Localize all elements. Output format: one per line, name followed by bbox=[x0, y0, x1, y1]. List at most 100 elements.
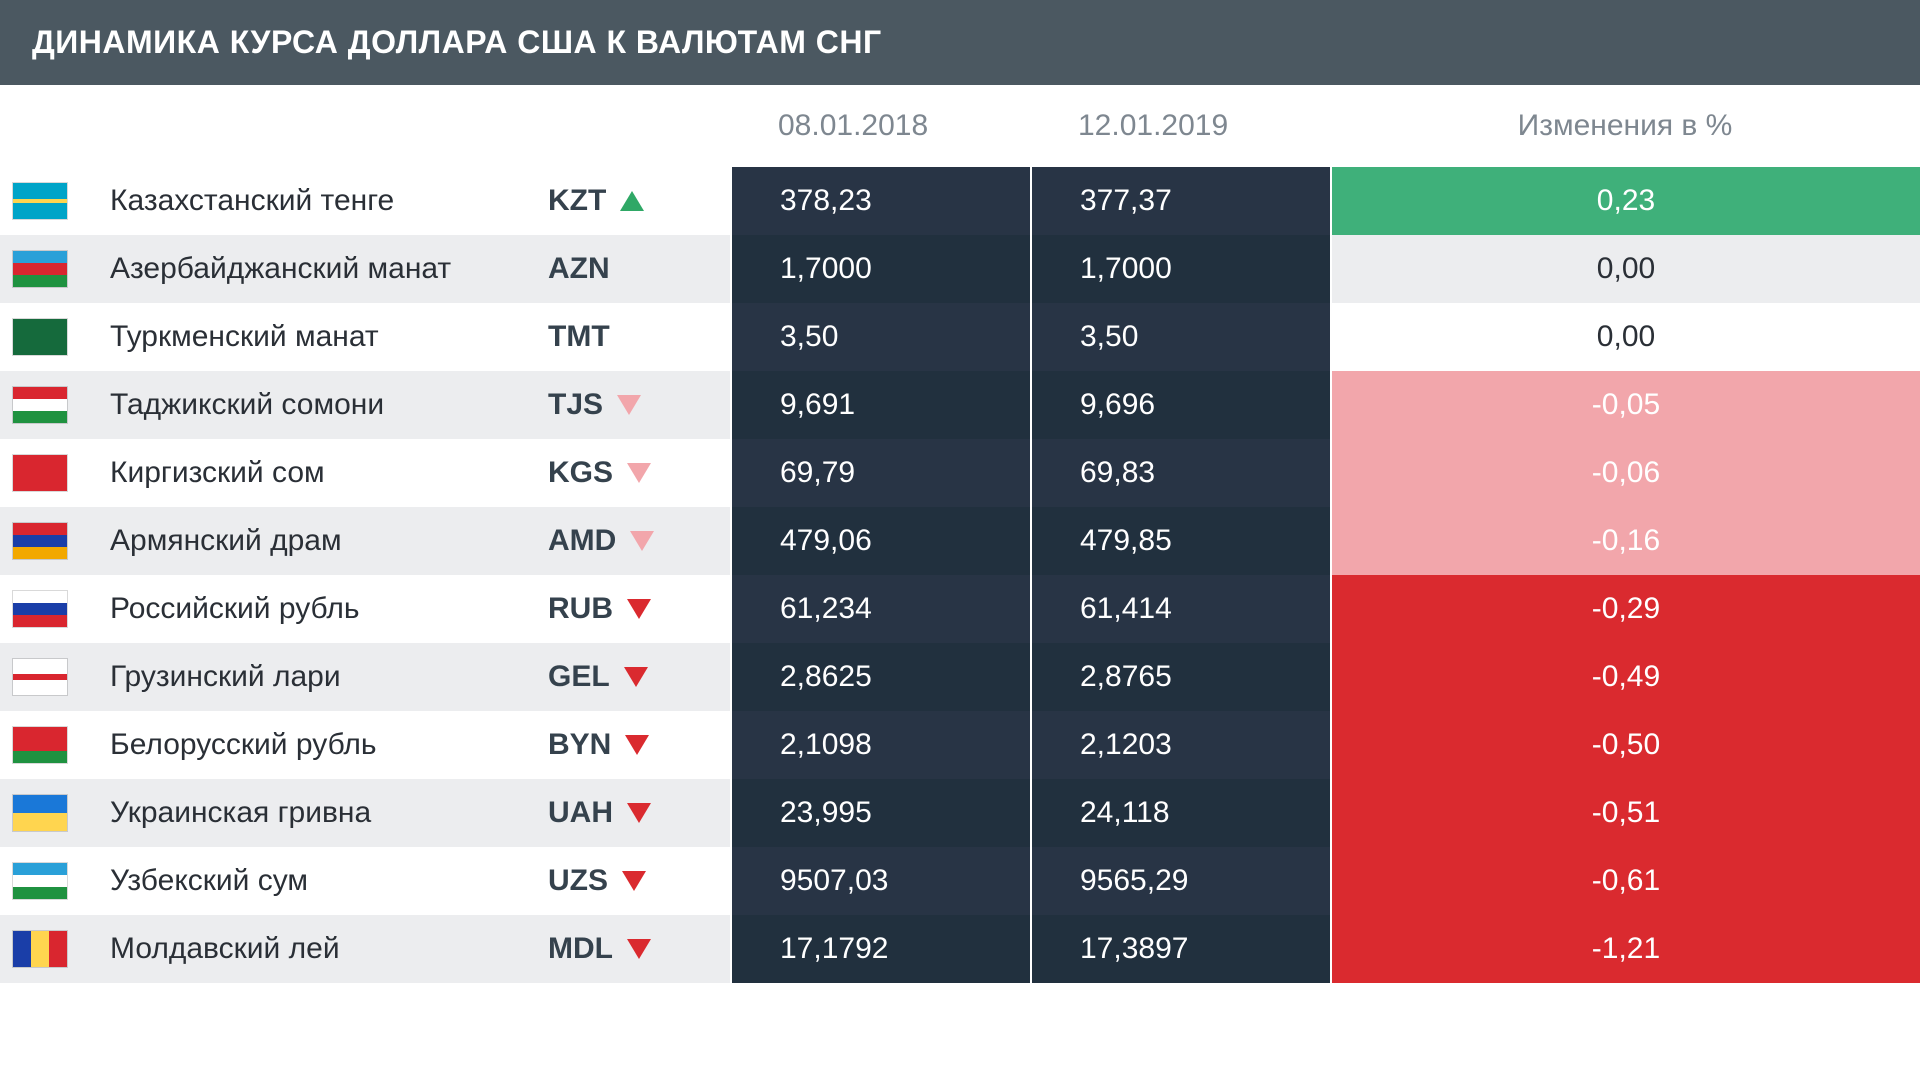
currency-name: Таджикский сомони bbox=[80, 371, 540, 439]
flag-cell bbox=[0, 167, 80, 235]
header-change: Изменения в % bbox=[1330, 109, 1920, 143]
table-row: Российский рубльRUB61,23461,414-0,29 bbox=[0, 575, 1920, 643]
flag-cell bbox=[0, 439, 80, 507]
value-date1: 1,7000 bbox=[730, 235, 1030, 303]
table-row: Армянский драмAMD479,06479,85-0,16 bbox=[0, 507, 1920, 575]
arrow-up-icon bbox=[620, 191, 644, 211]
value-date1: 2,1098 bbox=[730, 711, 1030, 779]
currency-code: RUB bbox=[548, 592, 613, 626]
change-percent: -0,49 bbox=[1330, 643, 1920, 711]
value-date1: 3,50 bbox=[730, 303, 1030, 371]
value-date1: 17,1792 bbox=[730, 915, 1030, 983]
flag-icon bbox=[12, 930, 68, 968]
currency-code: UAH bbox=[548, 796, 613, 830]
value-date1: 9507,03 bbox=[730, 847, 1030, 915]
flag-icon bbox=[12, 590, 68, 628]
currency-name: Туркменский манат bbox=[80, 303, 540, 371]
currency-code: KGS bbox=[548, 456, 613, 490]
flag-cell bbox=[0, 779, 80, 847]
currency-code: GEL bbox=[548, 660, 610, 694]
currency-code-cell: KGS bbox=[540, 439, 730, 507]
currency-code-cell: TMT bbox=[540, 303, 730, 371]
value-date2: 479,85 bbox=[1030, 507, 1330, 575]
currency-code: TMT bbox=[548, 320, 610, 354]
change-percent: -0,29 bbox=[1330, 575, 1920, 643]
value-date2: 17,3897 bbox=[1030, 915, 1330, 983]
value-date2: 2,1203 bbox=[1030, 711, 1330, 779]
value-date2: 9,696 bbox=[1030, 371, 1330, 439]
table-row: Туркменский манатTMT3,503,500,00 bbox=[0, 303, 1920, 371]
table-row: Украинская гривнаUAH23,99524,118-0,51 bbox=[0, 779, 1920, 847]
change-percent: -0,51 bbox=[1330, 779, 1920, 847]
value-date2: 2,8765 bbox=[1030, 643, 1330, 711]
value-date1: 61,234 bbox=[730, 575, 1030, 643]
currency-code: KZT bbox=[548, 184, 606, 218]
header-date1: 08.01.2018 bbox=[730, 109, 1030, 143]
arrow-down-icon bbox=[630, 531, 654, 551]
currency-code-cell: TJS bbox=[540, 371, 730, 439]
change-percent: -0,05 bbox=[1330, 371, 1920, 439]
currency-code-cell: RUB bbox=[540, 575, 730, 643]
arrow-down-icon bbox=[622, 871, 646, 891]
table-row: Узбекский сумUZS9507,039565,29-0,61 bbox=[0, 847, 1920, 915]
change-percent: 0,00 bbox=[1330, 235, 1920, 303]
value-date2: 24,118 bbox=[1030, 779, 1330, 847]
table-row: Казахстанский тенгеKZT378,23377,370,23 bbox=[0, 167, 1920, 235]
currency-name: Украинская гривна bbox=[80, 779, 540, 847]
page-title: ДИНАМИКА КУРСА ДОЛЛАРА США К ВАЛЮТАМ СНГ bbox=[0, 0, 1920, 85]
value-date2: 9565,29 bbox=[1030, 847, 1330, 915]
arrow-down-icon bbox=[627, 599, 651, 619]
flag-icon bbox=[12, 454, 68, 492]
currency-name: Азербайджанский манат bbox=[80, 235, 540, 303]
value-date2: 3,50 bbox=[1030, 303, 1330, 371]
currency-name: Грузинский лари bbox=[80, 643, 540, 711]
currency-table: 08.01.2018 12.01.2019 Изменения в % Каза… bbox=[0, 85, 1920, 983]
flag-icon bbox=[12, 250, 68, 288]
flag-cell bbox=[0, 643, 80, 711]
arrow-down-icon bbox=[627, 803, 651, 823]
change-percent: -0,06 bbox=[1330, 439, 1920, 507]
flag-cell bbox=[0, 371, 80, 439]
table-row: Грузинский лариGEL 2,86252,8765-0,49 bbox=[0, 643, 1920, 711]
flag-cell bbox=[0, 915, 80, 983]
table-row: Молдавский лейMDL17,179217,3897-1,21 bbox=[0, 915, 1920, 983]
flag-cell bbox=[0, 847, 80, 915]
table-header-row: 08.01.2018 12.01.2019 Изменения в % bbox=[0, 85, 1920, 167]
arrow-down-icon bbox=[627, 939, 651, 959]
currency-code-cell: GEL bbox=[540, 643, 730, 711]
flag-icon bbox=[12, 794, 68, 832]
value-date1: 479,06 bbox=[730, 507, 1030, 575]
table-row: Киргизский сомKGS69,7969,83-0,06 bbox=[0, 439, 1920, 507]
change-percent: -1,21 bbox=[1330, 915, 1920, 983]
currency-name: Белорусский рубль bbox=[80, 711, 540, 779]
currency-name: Молдавский лей bbox=[80, 915, 540, 983]
flag-icon bbox=[12, 386, 68, 424]
value-date1: 9,691 bbox=[730, 371, 1030, 439]
flag-icon bbox=[12, 862, 68, 900]
currency-name: Киргизский сом bbox=[80, 439, 540, 507]
value-date1: 69,79 bbox=[730, 439, 1030, 507]
currency-name: Российский рубль bbox=[80, 575, 540, 643]
table-row: Таджикский сомониTJS9,6919,696-0,05 bbox=[0, 371, 1920, 439]
currency-code-cell: UZS bbox=[540, 847, 730, 915]
arrow-down-icon bbox=[624, 667, 648, 687]
flag-cell bbox=[0, 235, 80, 303]
currency-code: UZS bbox=[548, 864, 608, 898]
value-date1: 378,23 bbox=[730, 167, 1030, 235]
currency-name: Армянский драм bbox=[80, 507, 540, 575]
value-date2: 1,7000 bbox=[1030, 235, 1330, 303]
arrow-down-icon bbox=[627, 463, 651, 483]
flag-icon bbox=[12, 318, 68, 356]
currency-code-cell: BYN bbox=[540, 711, 730, 779]
currency-code-cell: AZN bbox=[540, 235, 730, 303]
value-date1: 2,8625 bbox=[730, 643, 1030, 711]
currency-code-cell: KZT bbox=[540, 167, 730, 235]
flag-cell bbox=[0, 575, 80, 643]
flag-icon bbox=[12, 182, 68, 220]
currency-code: BYN bbox=[548, 728, 611, 762]
header-date2: 12.01.2019 bbox=[1030, 109, 1330, 143]
arrow-down-icon bbox=[617, 395, 641, 415]
table-row: Белорусский рубльBYN2,10982,1203-0,50 bbox=[0, 711, 1920, 779]
flag-cell bbox=[0, 507, 80, 575]
change-percent: 0,00 bbox=[1330, 303, 1920, 371]
